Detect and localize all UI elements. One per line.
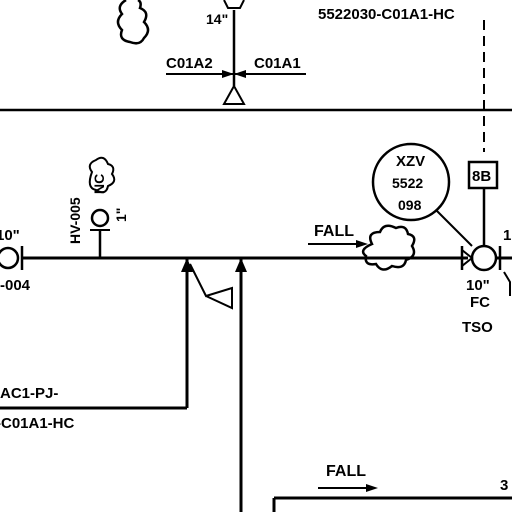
hv-tag-label: HV-005: [67, 197, 83, 244]
bubble-leader-line: [435, 209, 473, 247]
bubble-tag-type: XZV: [396, 153, 425, 170]
revision-cloud-main: [361, 224, 416, 271]
fall-label-bottom: FALL: [326, 463, 366, 480]
top-reducer-shape: [223, 0, 245, 9]
left-size-label: 10": [0, 227, 20, 244]
bubble-tag-loop: 5522: [392, 175, 423, 191]
lower-line-tag-2: -C01A1-HC: [0, 415, 75, 432]
branch-arrow: [181, 258, 193, 272]
hv-cloud: [88, 156, 116, 194]
left-line-tag: -004: [0, 277, 31, 294]
bottom-right-number: 3: [500, 477, 508, 494]
right-edge-number: 1: [503, 227, 511, 244]
top-spec-right-label: C01A1: [254, 55, 301, 72]
valve-action-label: TSO: [462, 319, 493, 336]
fall-arrow-head: [356, 240, 368, 248]
signal-box-label: 8B: [472, 168, 491, 185]
right-edge-reducer: [503, 271, 511, 296]
valve-ball: [470, 244, 498, 272]
fall-label: FALL: [314, 223, 354, 240]
top-left-size-label: 14": [206, 11, 228, 27]
slope-symbol: [189, 263, 233, 310]
hv-size-label: 1": [113, 208, 129, 222]
fall-arrow-head-bottom: [366, 484, 378, 492]
hv-valve-body: [90, 208, 110, 228]
valve-body-left: [461, 247, 474, 269]
valve-mode-label: FC: [470, 294, 490, 311]
top-line-tag: 5522030-C01A1-HC: [318, 6, 455, 23]
instrument-bubble: [371, 142, 451, 222]
hv-note-label: NC: [91, 174, 107, 194]
left-valve-body: [0, 246, 20, 270]
valve-size-label: 10": [466, 277, 490, 294]
revision-cloud-top: [116, 0, 150, 45]
lower-line-tag-1: AC1-PJ-: [0, 385, 58, 402]
riser-arrow: [235, 258, 247, 272]
drain-triangle-top: [222, 83, 246, 105]
spec-break-arrow-left: [222, 70, 234, 78]
top-spec-left-label: C01A2: [166, 55, 213, 72]
bubble-tag-seq: 098: [398, 197, 422, 213]
spec-break-arrow-right: [234, 70, 246, 78]
